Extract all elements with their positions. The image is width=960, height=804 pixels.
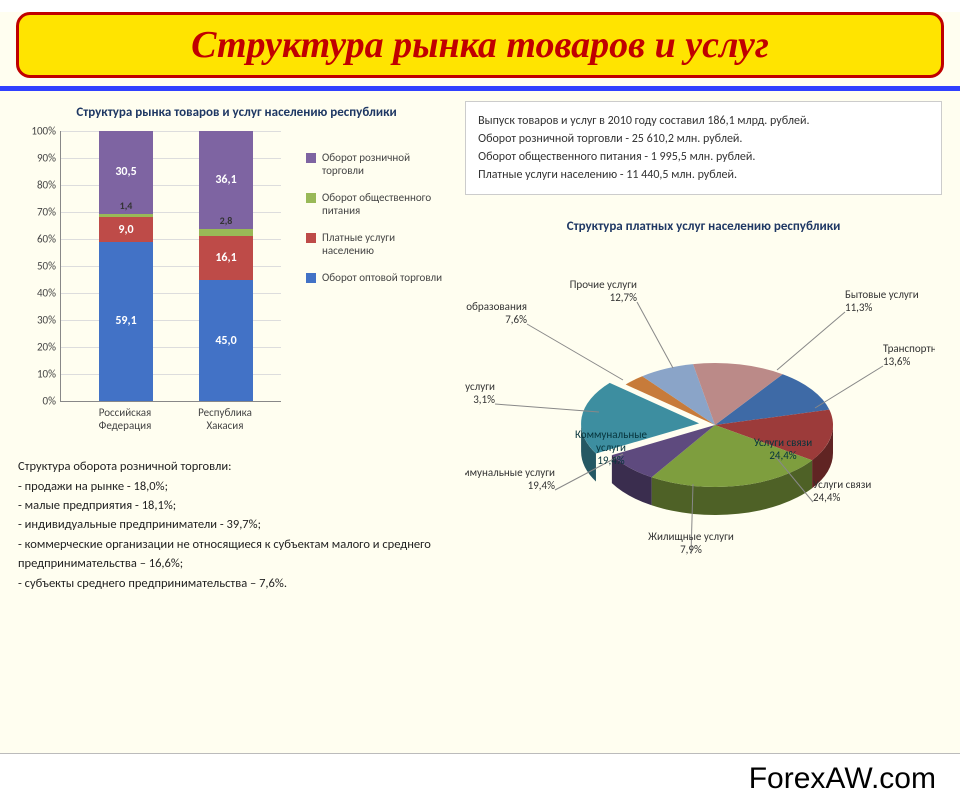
retail-box-line: - субъекты среднего предпринимательства … [18,574,455,593]
bar-segment: 59,1 [99,242,153,402]
pie-pct-label: 24,4% [813,491,840,504]
legend-item: Оборот оптовой торговли [306,271,446,284]
legend-label: Оборот розничной торговли [322,151,446,177]
legend-swatch [306,193,316,203]
bar-category-label: Российская Федерация [80,407,170,432]
summary-line: Оборот общественного питания - 1 995,5 м… [478,148,929,166]
legend-swatch [306,273,316,283]
bar-plot-area: 30,5 1,4 9,0 59,1 36,1 2,8 16,1 45,0 [60,131,281,402]
pie-chart-title: Структура платных услуг населению респуб… [465,219,942,234]
pie-leader [777,312,845,370]
retail-box-line: - индивидуальные предприниматели - 39,7%… [18,515,455,534]
legend-label: Оборот общественного питания [322,191,446,217]
pie-label: Услуги связи [813,478,871,491]
footer: ForexAW.com [0,753,960,804]
bar-segment: 16,1 [199,236,253,279]
legend-item: Оборот общественного питания [306,191,446,217]
bar-value-label: 9,0 [118,223,133,237]
pie-label: Медицинские услуги [465,380,495,393]
legend-swatch [306,153,316,163]
pie-pct-label: 19,4% [528,479,555,492]
pie-pct-label: 13,6% [883,355,910,368]
pie-inner-label: 24,4% [769,449,796,462]
y-tick: 100% [31,125,56,138]
left-column: Структура рынка товаров и услуг населени… [18,101,455,593]
y-tick: 30% [37,314,56,327]
pie-leader [527,324,623,380]
pie-leader [637,302,673,368]
summary-box: Выпуск товаров и услуг в 2010 году соста… [465,101,942,195]
y-tick: 60% [37,233,56,246]
bar-stack: 30,5 1,4 9,0 59,1 [99,131,153,401]
pie-inner-label: Коммунальные [575,428,648,441]
y-tick: 80% [37,179,56,192]
y-tick: 40% [37,287,56,300]
bar-stack: 36,1 2,8 16,1 45,0 [199,131,253,401]
bar-value-label: 45,0 [215,334,236,348]
summary-line: Платные услуги населению - 11 440,5 млн.… [478,166,929,184]
bar-value-label: 16,1 [215,251,236,265]
bar-value-label: 1,4 [120,199,133,212]
y-tick: 50% [37,260,56,273]
bar-value-label: 30,5 [115,165,136,179]
bar-legend: Оборот розничной торговли Оборот обществе… [298,131,446,431]
legend-swatch [306,233,316,243]
page-title: Структура рынка товаров и услуг [191,24,769,66]
bar-chart-title: Структура рынка товаров и услуг населени… [18,105,455,121]
bar-segment: 2,8 [199,229,253,237]
bar-category-label: Республика Хакасия [180,407,270,432]
brand-label: ForexAW.com [749,762,936,796]
bar-value-label: 2,8 [220,214,233,227]
pie-leader [495,404,599,412]
retail-box-line: - малые предприятия - 18,1%; [18,496,455,515]
page: Структура рынка товаров и услуг Структур… [0,12,960,804]
legend-item: Платные услуги населению [306,231,446,257]
content: Структура рынка товаров и услуг населени… [0,91,960,593]
pie-pct-label: 7,9% [680,543,702,556]
y-tick: 90% [37,152,56,165]
pie-leader [815,366,883,408]
right-column: Выпуск товаров и услуг в 2010 году соста… [455,101,942,593]
pie-pct-label: 11,3% [845,301,872,314]
y-tick: 0% [43,395,56,408]
pie-inner-label: услуги [596,441,626,454]
summary-line: Выпуск товаров и услуг в 2010 году соста… [478,112,929,130]
pie-label: Прочие услуги [570,278,637,291]
retail-box-line: - продажи на рынке - 18,0%; [18,477,455,496]
y-tick: 20% [37,341,56,354]
pie-label: Коммунальные услуги [465,466,555,479]
legend-label: Платные услуги населению [322,231,446,257]
legend-label: Оборот оптовой торговли [322,271,442,284]
pie-pct-label: 7,6% [505,313,527,326]
pie-label: Бытовые услуги [845,288,919,301]
retail-structure-box: Структура оборота розничной торговли:- п… [18,457,455,593]
bar-y-axis: 0%10%20%30%40%50%60%70%80%90%100% [18,131,60,401]
bar-segment: 45,0 [199,280,253,402]
summary-line: Оборот розничной торговли - 25 610,2 млн… [478,130,929,148]
y-tick: 70% [37,206,56,219]
pie-inner-label: 19,4% [597,454,624,467]
retail-box-heading: Структура оборота розничной торговли: [18,457,455,476]
retail-box-line: - коммерческие организации не относящиес… [18,535,455,574]
bar-value-label: 36,1 [215,173,236,187]
pie-label: Транспортные услуги [883,342,935,355]
y-tick: 10% [37,368,56,381]
pie-label: Жилищные услуги [648,530,734,543]
title-bar: Структура рынка товаров и услуг [16,12,944,78]
pie-chart: Бытовые услуги11,3% Транспортные услуги13… [465,240,935,560]
bar-segment: 9,0 [99,217,153,241]
bar-chart: 0%10%20%30%40%50%60%70%80%90%100% 30,51,… [18,131,455,431]
pie-pct-label: 12,7% [610,291,637,304]
bar-value-label: 59,1 [115,314,136,328]
pie-pct-label: 3,1% [473,393,495,406]
pie-inner-label: Услуги связи [754,436,812,449]
pie-svg: Бытовые услуги11,3% Транспортные услуги13… [465,240,935,560]
pie-label: Услуги образования [465,300,527,313]
legend-item: Оборот розничной торговли [306,151,446,177]
